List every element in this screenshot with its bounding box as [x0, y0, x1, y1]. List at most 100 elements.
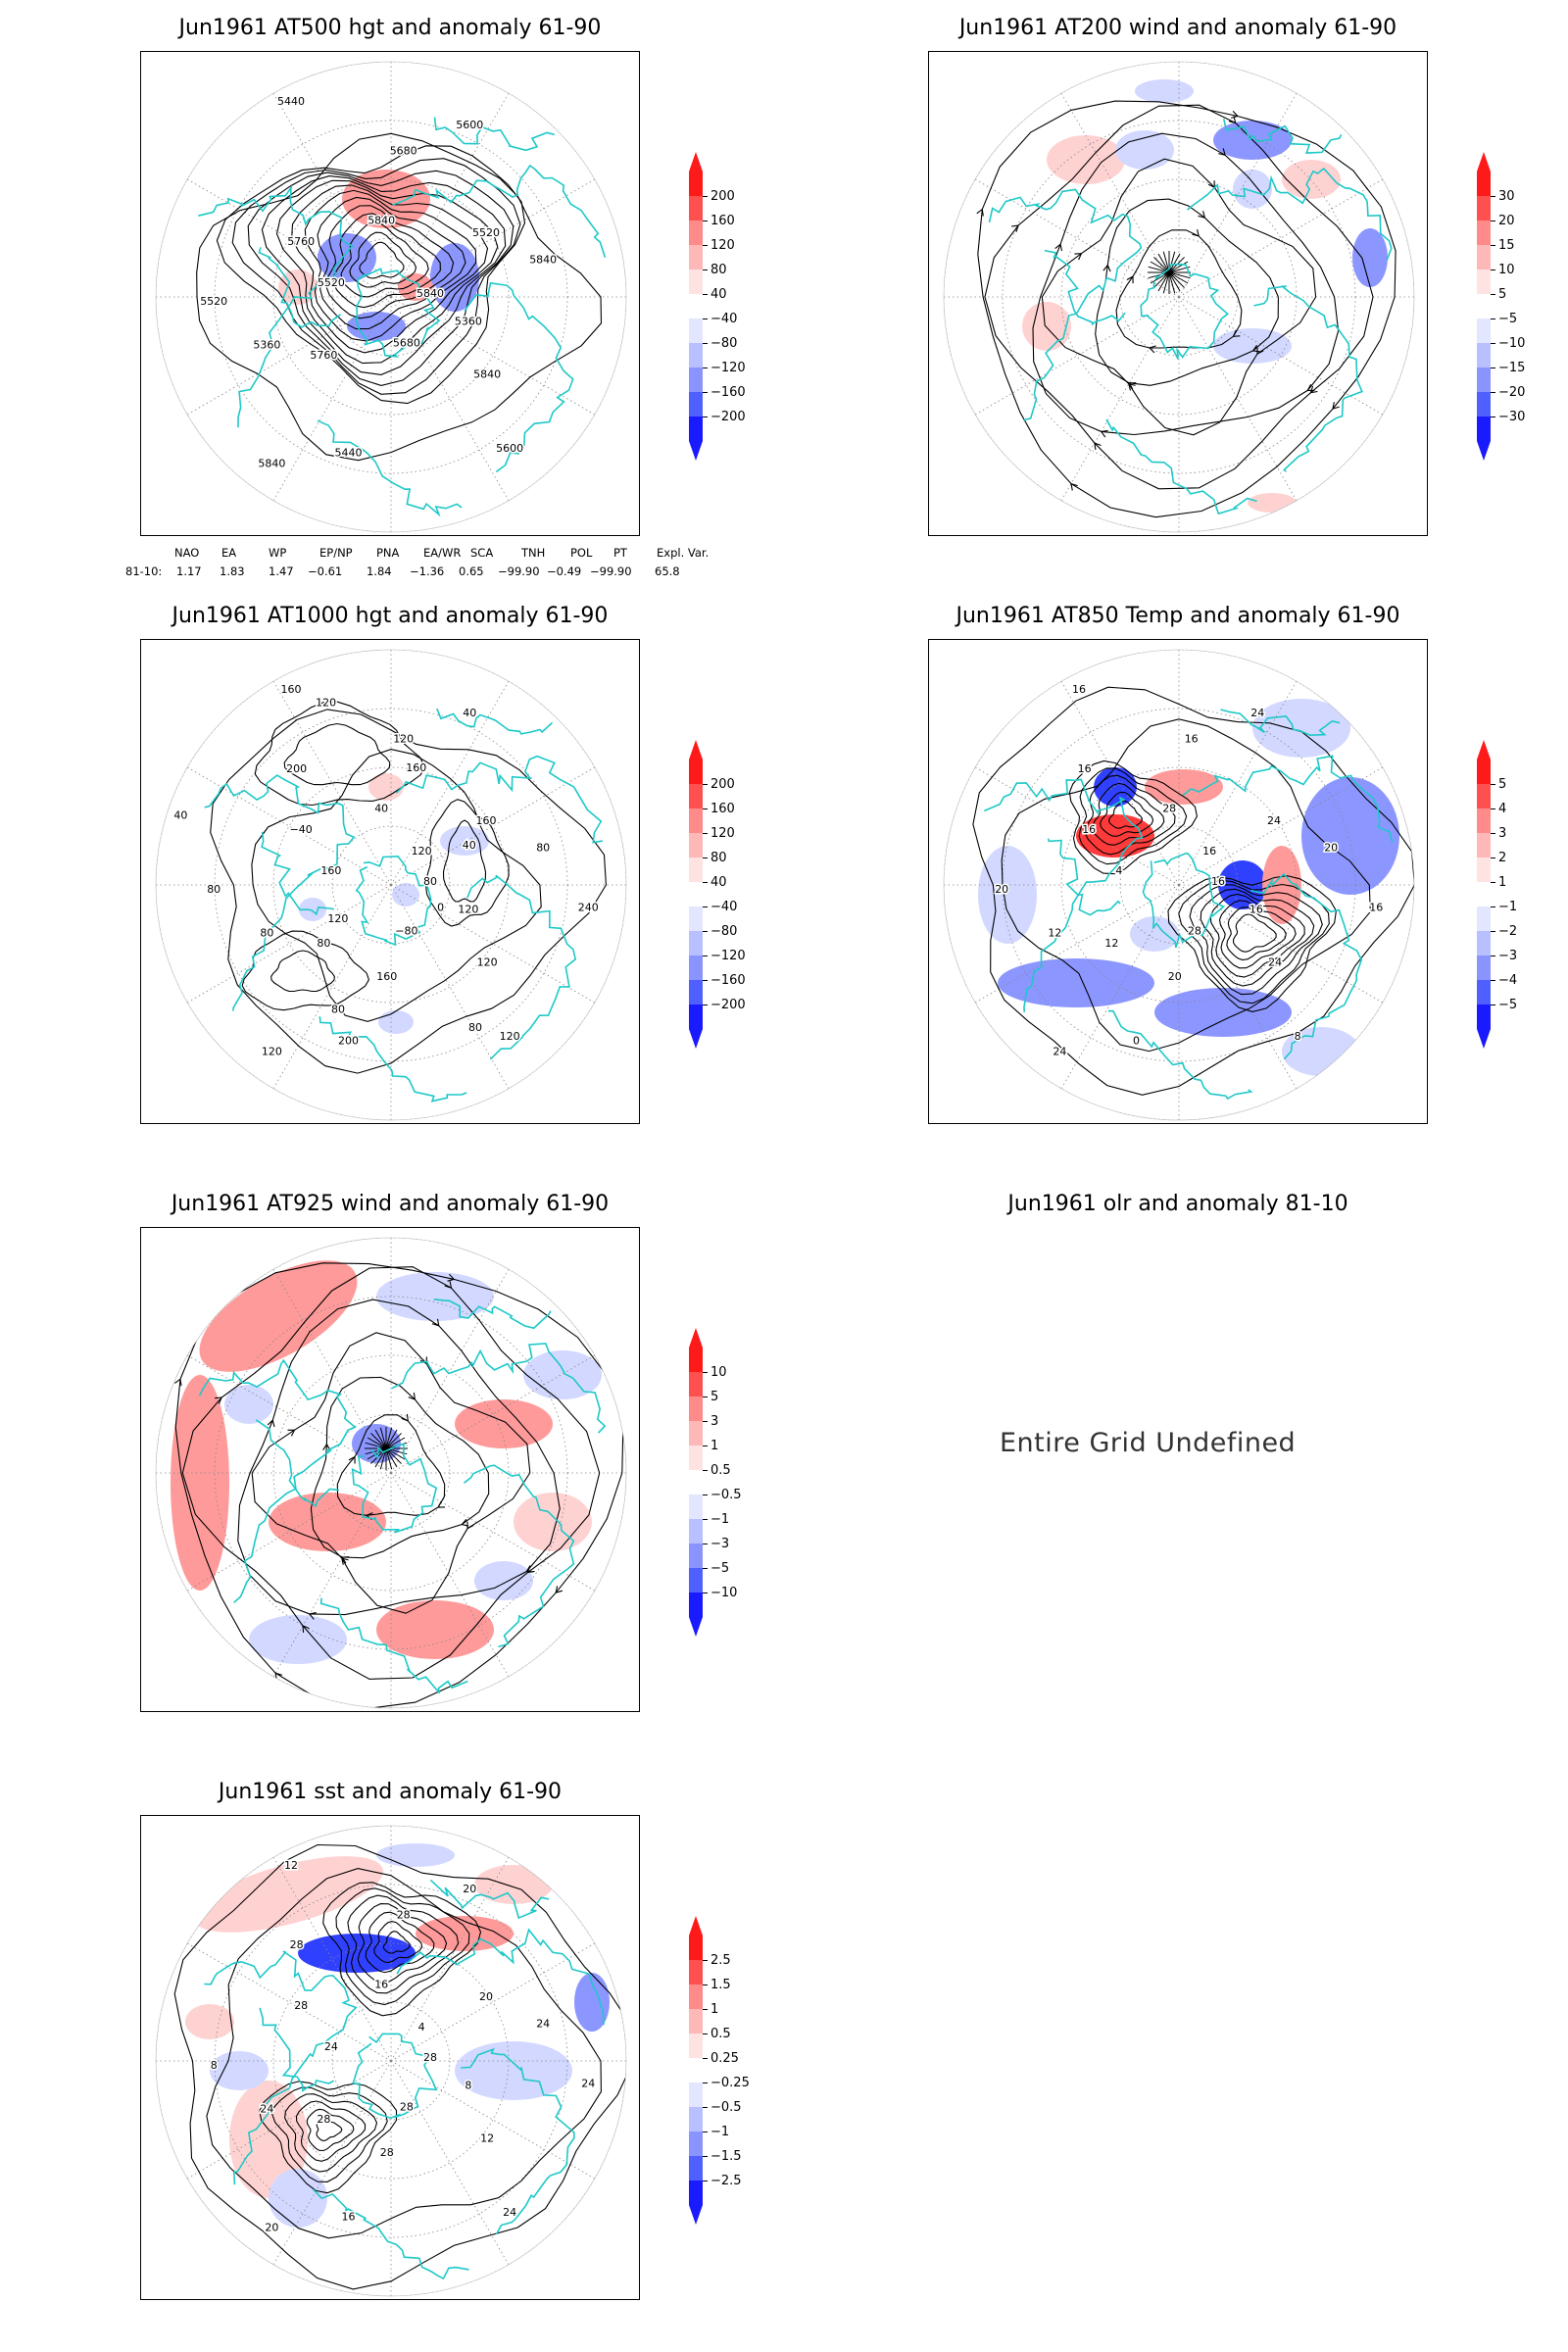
colorbar-label: 0.25 [710, 2051, 739, 2066]
colorbar-label: 80 [710, 851, 727, 865]
contour-label: 5840 [258, 458, 285, 470]
contour-label: 240 [578, 902, 599, 914]
coastline [988, 188, 1143, 421]
colorbar-segment [689, 858, 703, 882]
anomaly-shading [1047, 135, 1125, 184]
anomaly-shading [1252, 699, 1350, 758]
contour-label: 80 [260, 926, 273, 939]
colorbar-segment [1477, 270, 1491, 294]
anomaly-shading [249, 1615, 347, 1664]
stream-arrow [1070, 482, 1078, 491]
colorbar-tick [703, 2009, 708, 2010]
contour-label: 4 [418, 2021, 425, 2034]
anomaly-shading [1352, 228, 1388, 287]
panel-sst: Jun1961 sst and anomaly 61-90 28 28 28 24 24… [0, 1764, 784, 2352]
coastline [198, 184, 355, 428]
contour-label: 5760 [310, 349, 337, 362]
streamline-convergence [1157, 271, 1170, 292]
streamline-convergence [1162, 271, 1170, 294]
contour-label: 16 [1211, 875, 1225, 888]
colorbar-segment [689, 1568, 703, 1592]
contour-label: 20 [479, 1990, 493, 2003]
anomaly-shading [376, 1272, 494, 1321]
coastline [318, 1016, 467, 1102]
map-boundary [155, 61, 627, 533]
colorbar-label: 5 [710, 1390, 719, 1404]
colorbar-tick [703, 1004, 708, 1005]
streamline-convergence [365, 1442, 387, 1449]
colorbar-label: 120 [710, 238, 735, 253]
colorbar-segment [689, 833, 703, 858]
colorbar-tick [1491, 294, 1495, 295]
teleconnection-header: PT [613, 546, 627, 560]
stream-arrow [1231, 111, 1239, 119]
colorbar-segment [1477, 858, 1491, 882]
stream-arrow [976, 208, 984, 217]
colorbar-tick [703, 1421, 708, 1422]
contour-line [251, 749, 542, 1022]
meridian [1178, 296, 1298, 502]
colorbar-label: −120 [710, 949, 746, 963]
anomaly-shading [1145, 769, 1223, 805]
contour-line [241, 930, 370, 1011]
teleconnection-header: SCA [470, 546, 494, 560]
colorbar-label: 1 [710, 1439, 719, 1453]
contour-label: 20 [995, 883, 1008, 896]
colorbar-label: 0.5 [710, 2027, 731, 2041]
contour-line [1167, 875, 1337, 1012]
coastline [983, 778, 1144, 1012]
colorbar-label: 15 [1498, 238, 1515, 253]
streamline [336, 1414, 446, 1516]
contour-line [349, 231, 417, 288]
colorbar-segment [1477, 906, 1491, 931]
colorbar-label: 120 [710, 826, 735, 841]
contour-line [261, 175, 507, 375]
teleconnection-header: NAO [174, 546, 200, 560]
streamline-convergence [1153, 271, 1170, 288]
colorbar-tick [703, 980, 708, 981]
colorbar-tick [1491, 833, 1495, 834]
colorbar-label: −4 [1498, 973, 1518, 988]
contour-label: 5840 [368, 215, 395, 227]
contour-label: 5520 [318, 276, 345, 289]
coastline [433, 1298, 552, 1330]
streamline-convergence [367, 1437, 387, 1449]
anomaly-shading [474, 1561, 533, 1600]
colorbar-label: −30 [1498, 410, 1526, 424]
anomaly-shading [574, 1973, 610, 2032]
panel-title: Jun1961 olr and anomaly 81-10 [1007, 1192, 1348, 1216]
colorbar-label: −2.5 [710, 2174, 742, 2188]
streamline-convergence [365, 1447, 387, 1455]
contour-label: 80 [468, 1021, 482, 1034]
colorbar-label: 2.5 [710, 1953, 731, 1968]
anomaly-shading [1022, 302, 1071, 351]
colorbar-tick [703, 1494, 708, 1495]
stream-arrow [1126, 275, 1134, 284]
latitude-circle [272, 178, 510, 416]
anomaly-shading [455, 2041, 572, 2100]
contour-label: 0 [1133, 1034, 1140, 1047]
stream-arrow [348, 1455, 356, 1464]
stream-arrow [1094, 442, 1102, 451]
colorbar-label: −1.5 [710, 2149, 742, 2164]
coastline [317, 419, 463, 517]
map-graphic: 80 80 120 120 160 160 200 160 120 80 40 −80 −40 80 120… [155, 649, 627, 1121]
colorbar-segment [689, 784, 703, 808]
colorbar-tick [703, 906, 708, 907]
map-graphic [155, 1237, 627, 1709]
panel-title: Jun1961 AT1000 hgt and anomaly 61-90 [172, 604, 609, 628]
coastline [1047, 838, 1121, 916]
colorbar-label: −80 [710, 336, 738, 351]
contour-label: 12 [480, 2132, 494, 2144]
contour-line [210, 709, 607, 1074]
colorbar-segment [1477, 931, 1491, 956]
contour-label: 120 [477, 956, 498, 968]
colorbar-segment [1477, 368, 1491, 392]
contour-label: 24 [581, 2078, 595, 2090]
contour-label: 8 [1295, 1030, 1301, 1043]
contour-label: 5840 [529, 254, 557, 267]
colorbar-tick [1491, 808, 1495, 809]
contour-line [304, 189, 477, 342]
anomaly-shading [1154, 988, 1292, 1037]
coastline [1107, 1009, 1253, 1101]
